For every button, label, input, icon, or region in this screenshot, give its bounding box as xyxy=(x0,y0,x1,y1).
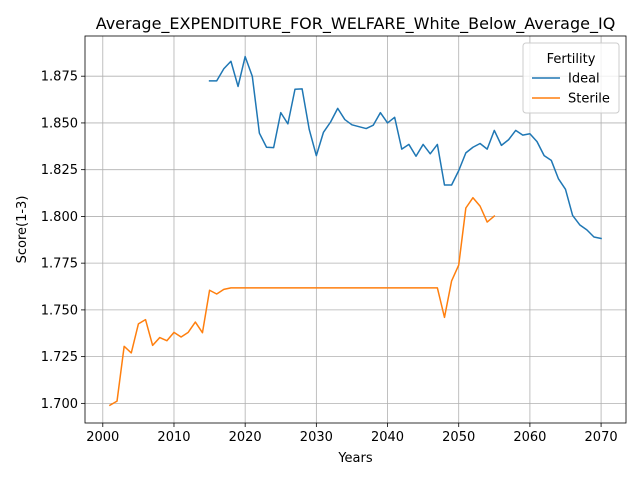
legend-items: Ideal Sterile xyxy=(532,72,610,107)
y-tick-label: 1.750 xyxy=(41,303,78,318)
y-axis-label: Score(1-3) xyxy=(15,196,30,264)
x-tick-label: 2060 xyxy=(513,430,546,445)
y-tick-label: 1.850 xyxy=(41,116,78,131)
legend-label-sterile: Sterile xyxy=(568,92,610,107)
x-tick-label: 2070 xyxy=(585,430,618,445)
axis-ticks: 2000 2010 2020 2030 2040 2050 2060 2070 1.700 1.7… xyxy=(41,70,618,445)
x-tick-label: 2050 xyxy=(442,430,475,445)
legend-title: Fertility xyxy=(547,52,596,67)
plot-frame xyxy=(84,35,627,424)
x-tick-label: 2000 xyxy=(86,430,119,445)
legend: Fertility Ideal Sterile xyxy=(522,42,620,114)
legend-label-ideal: Ideal xyxy=(568,72,600,87)
y-tick-label: 1.825 xyxy=(41,163,78,178)
series-lines xyxy=(108,55,602,407)
chart-title: Average_EXPENDITURE_FOR_WELFARE_White_Be… xyxy=(96,14,616,34)
y-tick-label: 1.775 xyxy=(41,257,78,272)
x-tick-label: 2010 xyxy=(157,430,190,445)
series-line-ideal xyxy=(208,55,602,240)
y-tick-label: 1.700 xyxy=(41,397,78,412)
y-tick-label: 1.725 xyxy=(41,350,78,365)
series-line-sterile xyxy=(108,196,496,407)
y-tick-label: 1.800 xyxy=(41,210,78,225)
x-tick-label: 2020 xyxy=(229,430,262,445)
legend-box xyxy=(522,42,620,114)
y-tick-label: 1.875 xyxy=(41,70,78,85)
x-axis-label: Years xyxy=(337,451,373,466)
x-tick-label: 2040 xyxy=(371,430,404,445)
x-tick-label: 2030 xyxy=(300,430,333,445)
